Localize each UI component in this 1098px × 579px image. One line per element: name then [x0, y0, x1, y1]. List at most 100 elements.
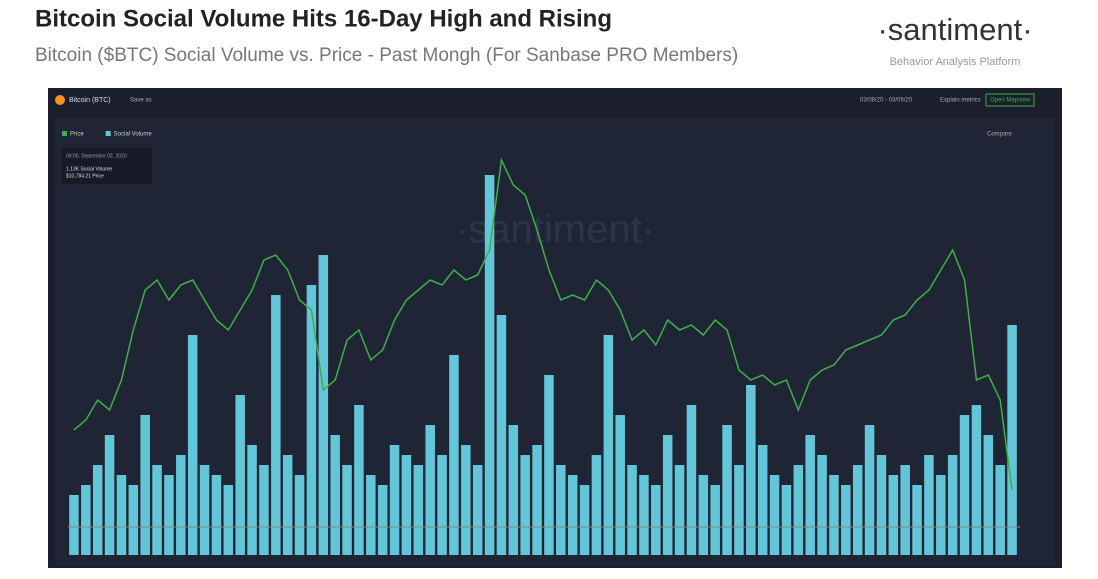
chart-panel — [55, 118, 1055, 566]
volume-bar — [294, 475, 305, 555]
volume-bar — [983, 435, 994, 555]
volume-bar — [674, 465, 685, 555]
open-button[interactable]: Open Mapview — [990, 98, 1031, 104]
volume-bar — [1007, 325, 1017, 555]
volume-bar — [211, 475, 222, 555]
volume-bar — [556, 465, 566, 555]
volume-bar — [888, 475, 899, 555]
volume-bar — [615, 415, 625, 555]
asset: Bitcoin (BTC) — [69, 97, 111, 104]
volume-bar — [354, 405, 364, 555]
volume-bar — [223, 485, 234, 555]
volume-bar — [330, 435, 340, 555]
save-button[interactable]: Save as — [130, 98, 152, 104]
volume-bar — [829, 475, 839, 555]
volume-bar — [306, 285, 317, 555]
volume-bar — [603, 335, 614, 555]
volume-bar — [651, 485, 661, 555]
volume-bar — [924, 455, 934, 555]
volume-bar — [472, 465, 483, 555]
explain-button[interactable]: Explain metrics — [940, 98, 981, 104]
volume-bar — [104, 435, 115, 555]
volume-bar — [377, 485, 388, 555]
volume-bar — [199, 465, 210, 555]
volume-bar — [164, 475, 174, 555]
volume-bar — [947, 455, 958, 555]
subtitle: Bitcoin ($BTC) Social Volume vs. Price -… — [35, 45, 738, 66]
volume-bar — [900, 465, 910, 555]
volume-bar — [567, 475, 578, 555]
volume-bar — [128, 485, 139, 555]
volume-bar — [627, 465, 637, 555]
volume-bar — [282, 455, 293, 555]
volume-bar — [912, 485, 922, 555]
compare-button[interactable]: Compare — [987, 132, 1012, 138]
volume-bar — [579, 485, 590, 555]
volume-bar — [864, 425, 875, 555]
volume-bar — [876, 455, 887, 555]
volume-bar — [496, 315, 507, 555]
legend-swatch — [62, 131, 67, 136]
tooltip-date: 09:00, September 02, 2020 — [66, 153, 127, 159]
legend-swatch — [105, 131, 111, 136]
volume-bar — [936, 475, 946, 555]
volume-bar — [532, 445, 542, 555]
volume-bar — [449, 355, 459, 555]
volume-bar — [793, 465, 804, 555]
volume-bar — [247, 445, 257, 555]
volume-bar — [959, 415, 970, 555]
price-line — [73, 157, 1013, 491]
volume-bar — [318, 255, 329, 555]
volume-bar — [686, 405, 697, 555]
date-range[interactable]: 03/08/20 - 03/09/20 — [860, 98, 913, 104]
volume-bar — [781, 485, 792, 555]
volume-bar — [544, 375, 554, 555]
legend-label: Social Volume — [114, 132, 153, 138]
volume-bar — [187, 335, 198, 555]
volume-bar — [461, 445, 471, 555]
volume-bar — [413, 465, 424, 555]
brand: ·santiment· — [877, 12, 1032, 47]
volume-bar — [425, 425, 435, 555]
legend-label: Price — [70, 132, 84, 138]
volume-bar — [116, 475, 127, 555]
volume-bar — [176, 455, 186, 555]
volume-bar — [662, 435, 673, 555]
volume-bar — [995, 465, 1005, 555]
volume-bar — [437, 455, 447, 555]
volume-bar — [520, 455, 530, 555]
tooltip-volume: 1.13K Social Volume — [66, 166, 112, 172]
volume-bar — [81, 485, 91, 555]
tagline: Behavior Analysis Platform — [890, 56, 1021, 68]
volume-bar — [152, 465, 162, 555]
volume-bar — [746, 385, 756, 555]
volume-bar — [734, 465, 744, 555]
volume-bar — [852, 465, 863, 555]
volume-bar — [769, 475, 780, 555]
tooltip — [62, 148, 152, 184]
volume-bar — [389, 445, 400, 555]
volume-bar — [401, 455, 412, 555]
volume-bar — [259, 465, 269, 555]
volume-bar — [698, 475, 709, 555]
volume-bar — [591, 455, 602, 555]
volume-bar — [342, 465, 352, 555]
volume-bar — [92, 465, 103, 555]
volume-bar — [484, 175, 495, 555]
volume-bar — [817, 455, 827, 555]
tooltip-price: $10,784.21 Price — [66, 173, 104, 179]
volume-bar — [841, 485, 851, 555]
volume-bar — [508, 425, 519, 555]
btc-icon — [55, 95, 65, 105]
volume-bar — [69, 495, 79, 555]
title: Bitcoin Social Volume Hits 16-Day High a… — [35, 5, 612, 32]
volume-bar — [271, 295, 281, 555]
volume-bar — [722, 425, 732, 555]
volume-bar — [757, 445, 768, 555]
volume-bar — [710, 485, 720, 555]
volume-bar — [639, 475, 649, 555]
open-button-frame[interactable] — [985, 93, 1035, 107]
volume-bar — [235, 395, 245, 555]
volume-bar — [366, 475, 376, 555]
